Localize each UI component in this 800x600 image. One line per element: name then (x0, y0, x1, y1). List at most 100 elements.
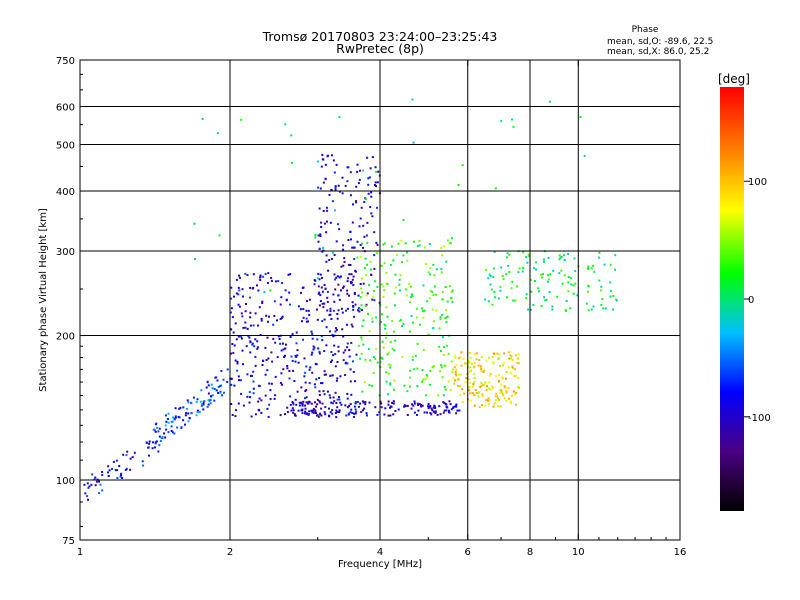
data-point (472, 385, 475, 388)
data-point (354, 270, 357, 273)
data-point (447, 352, 450, 355)
data-point (115, 459, 118, 462)
data-point (338, 409, 341, 412)
data-point (319, 187, 322, 190)
data-point (514, 375, 517, 378)
data-point (324, 163, 327, 166)
data-point (374, 166, 377, 169)
data-point (367, 348, 370, 350)
data-point (501, 377, 504, 380)
data-point (439, 318, 442, 321)
data-point (298, 401, 301, 404)
data-point (561, 282, 564, 285)
data-point (95, 480, 98, 483)
data-point (359, 255, 362, 258)
data-point (329, 374, 332, 377)
data-point (347, 239, 350, 241)
data-point (264, 346, 267, 349)
data-point (458, 357, 461, 360)
data-point (383, 262, 386, 265)
data-point (440, 364, 443, 367)
data-point (351, 221, 354, 224)
data-point (342, 264, 345, 267)
data-point (335, 327, 337, 330)
data-point (304, 412, 306, 415)
data-point (509, 402, 512, 405)
data-point (371, 384, 374, 387)
data-point (318, 278, 321, 281)
data-point (567, 281, 570, 284)
data-point (387, 351, 390, 354)
data-point (311, 337, 314, 340)
data-point (322, 181, 325, 184)
data-point (118, 465, 121, 467)
data-point (323, 284, 326, 286)
data-point (266, 407, 269, 410)
data-point (357, 294, 360, 297)
data-point (369, 359, 371, 362)
data-point (205, 386, 208, 389)
data-point (459, 373, 462, 376)
data-point (302, 308, 305, 311)
data-point (350, 323, 353, 326)
data-point (479, 386, 482, 388)
data-point (360, 206, 363, 209)
data-point (233, 295, 235, 298)
data-point (349, 194, 352, 197)
data-point (445, 403, 448, 406)
data-point (349, 171, 352, 174)
data-point (252, 387, 255, 390)
data-point (602, 307, 605, 310)
data-point (489, 283, 492, 286)
data-point (393, 349, 396, 352)
data-point (372, 371, 375, 374)
data-point (235, 292, 238, 295)
data-point (207, 384, 210, 387)
data-point (165, 414, 167, 417)
data-point (449, 242, 452, 245)
data-point (573, 257, 576, 260)
data-point (311, 351, 314, 354)
data-point (387, 403, 390, 406)
data-point (312, 408, 315, 410)
data-point (446, 316, 449, 319)
data-point (305, 365, 308, 368)
data-point (394, 273, 397, 276)
data-point (342, 351, 345, 354)
data-point (301, 412, 304, 415)
data-point (389, 364, 392, 367)
data-point (600, 285, 603, 288)
data-point (351, 325, 354, 328)
data-point (331, 412, 334, 415)
data-point (251, 374, 253, 377)
data-point (182, 406, 185, 409)
data-point (154, 446, 156, 449)
data-point (323, 393, 326, 396)
data-point (474, 389, 477, 391)
data-point (354, 408, 357, 411)
data-point (391, 319, 394, 322)
data-point (330, 257, 333, 260)
y-tick-label: 300 (56, 247, 75, 258)
data-point (503, 385, 506, 388)
data-point (404, 288, 407, 291)
data-point (325, 373, 327, 376)
data-point (359, 217, 362, 220)
data-point (502, 361, 505, 364)
data-point (188, 417, 191, 420)
data-point (129, 457, 132, 460)
data-point (495, 398, 497, 401)
data-point (173, 432, 176, 435)
data-point (510, 357, 512, 360)
data-point (543, 258, 545, 261)
data-point (167, 421, 170, 424)
data-point (410, 296, 413, 298)
data-point (237, 286, 240, 289)
data-point (326, 290, 329, 293)
data-point (501, 364, 504, 367)
data-point (350, 341, 353, 344)
data-point (572, 292, 575, 295)
data-point (499, 286, 502, 288)
data-point (382, 295, 385, 298)
data-point (493, 250, 496, 253)
